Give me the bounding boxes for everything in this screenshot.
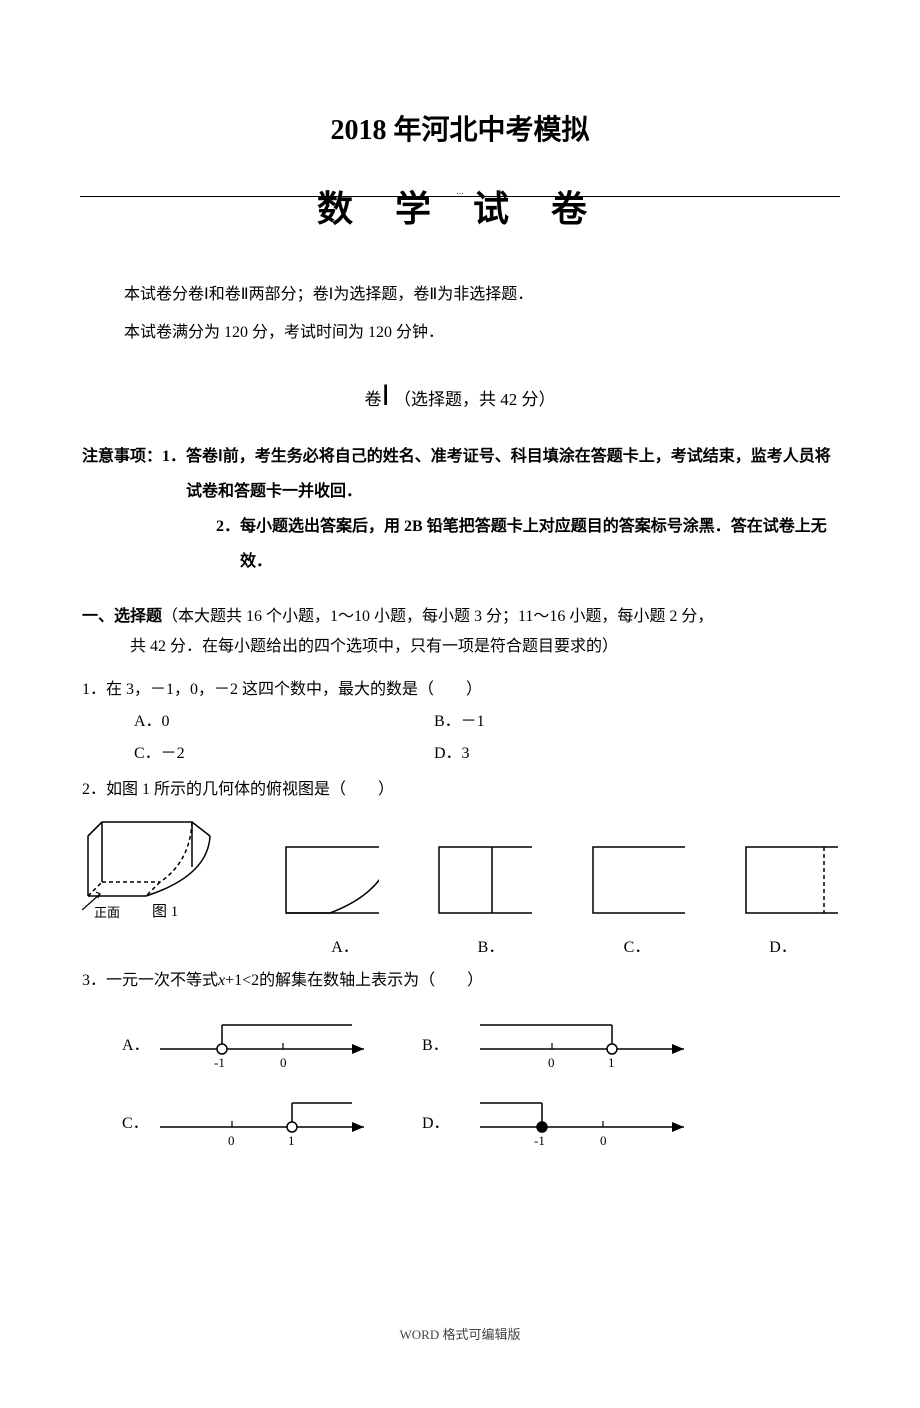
question-2: 2．如图 1 所示的几何体的俯视图是（ ）: [60, 774, 860, 806]
q2-text: 2．如图 1 所示的几何体的俯视图是（ ）: [82, 774, 838, 806]
q2-front-label: 正面: [94, 902, 120, 921]
intro-p1: 本试卷分卷Ⅰ和卷Ⅱ两部分；卷Ⅰ为选择题，卷Ⅱ为非选择题．: [92, 276, 828, 314]
notice-1-num: 1．: [162, 439, 186, 509]
section-1-prefix: 卷: [364, 390, 381, 409]
q1-opt-d: D．3: [434, 738, 734, 770]
svg-text:0: 0: [600, 1133, 607, 1148]
part-1-heading: 一、选择题（本大题共 16 个小题，1～10 小题，每小题 3 分；11～16 …: [60, 602, 860, 663]
q1-text: 1．在 3，－1，0，－2 这四个数中，最大的数是（ ）: [82, 674, 838, 706]
q1-opt-c: C．－2: [134, 738, 434, 770]
svg-text:0: 0: [228, 1133, 235, 1148]
q3-opt-b-svg: 0 1: [472, 1013, 702, 1073]
q2-opt-b-svg: [437, 845, 531, 917]
q1-opt-b: B．－1: [434, 706, 734, 738]
page-title-1: 2018 年河北中考模拟: [60, 108, 860, 148]
q3-opt-a-svg: -1 0: [152, 1013, 382, 1073]
svg-text:0: 0: [280, 1055, 287, 1070]
q2-fig-label: 图 1: [152, 900, 178, 921]
q3-label-c: C．: [82, 1109, 152, 1133]
q1-opt-a: A．0: [134, 706, 434, 738]
q2-option-labels: A． B． C． D．: [60, 933, 860, 957]
notice-heading: 注意事项：: [82, 439, 162, 509]
q3-opt-d-svg: -1 0: [472, 1091, 702, 1151]
q2-label-a: A．: [272, 933, 418, 957]
section-1-suffix: （选择题，共 42 分）: [394, 390, 556, 409]
q2-opt-a-svg: [284, 845, 378, 917]
question-3: 3．一元一次不等式x+1<2的解集在数轴上表示为（ ）: [60, 965, 860, 997]
q3-post: +1<2的解集在数轴上表示为（ ）: [225, 972, 483, 989]
notice-1: 答卷Ⅰ前，考生务必将自己的姓名、准考证号、科目填涂在答题卡上，考试结束，监考人员…: [186, 439, 838, 509]
q3-opt-c-svg: 0 1: [152, 1091, 382, 1151]
notice-2-num: 2．: [216, 509, 240, 579]
q2-figures-row: 正面 图 1: [60, 812, 860, 917]
svg-text:-1: -1: [534, 1133, 545, 1148]
q3-pre: 3．一元一次不等式: [82, 972, 218, 989]
part-1-bold: 一、选择题: [82, 608, 162, 625]
q3-label-a: A．: [82, 1031, 152, 1055]
svg-text:0: 0: [548, 1055, 555, 1070]
q3-options: A． -1 0 B． 0 1 C．: [60, 1013, 860, 1151]
q2-label-c: C．: [564, 933, 710, 957]
q2-label-b: B．: [418, 933, 564, 957]
intro-p2: 本试卷满分为 120 分，考试时间为 120 分钟．: [92, 314, 828, 352]
part-1-text2: 共 42 分．在每小题给出的四个选项中，只有一项是符合题目要求的）: [82, 632, 838, 662]
q2-3d-figure: 正面 图 1: [82, 812, 222, 917]
section-1-roman: Ⅰ: [381, 381, 389, 412]
svg-text:-1: -1: [214, 1055, 225, 1070]
svg-text:1: 1: [288, 1133, 295, 1148]
q2-opt-c-svg: [591, 845, 685, 917]
q3-label-b: B．: [422, 1031, 472, 1055]
q3-text: 3．一元一次不等式x+1<2的解集在数轴上表示为（ ）: [82, 965, 838, 997]
q2-3d-svg: [82, 812, 222, 912]
q2-label-d: D．: [710, 933, 856, 957]
notice-block: 注意事项： 1． 答卷Ⅰ前，考生务必将自己的姓名、准考证号、科目填涂在答题卡上，…: [60, 439, 860, 580]
q3-label-d: D．: [422, 1109, 472, 1133]
header-rule: [80, 196, 840, 197]
part-1-text1: （本大题共 16 个小题，1～10 小题，每小题 3 分；11～16 小题，每小…: [162, 608, 713, 625]
q2-opt-d-svg: [744, 845, 838, 917]
footer-text: WORD 格式可编辑版: [400, 1324, 521, 1343]
intro-block: 本试卷分卷Ⅰ和卷Ⅱ两部分；卷Ⅰ为选择题，卷Ⅱ为非选择题． 本试卷满分为 120 …: [60, 276, 860, 353]
notice-2: 每小题选出答案后，用 2B 铅笔把答题卡上对应题目的答案标号涂黑．答在试卷上无效…: [240, 509, 838, 579]
section-1-title: 卷Ⅰ （选择题，共 42 分）: [60, 379, 860, 413]
svg-text:1: 1: [608, 1055, 615, 1070]
question-1: 1．在 3，－1，0，－2 这四个数中，最大的数是（ ） A．0 B．－1 C．…: [60, 674, 860, 770]
